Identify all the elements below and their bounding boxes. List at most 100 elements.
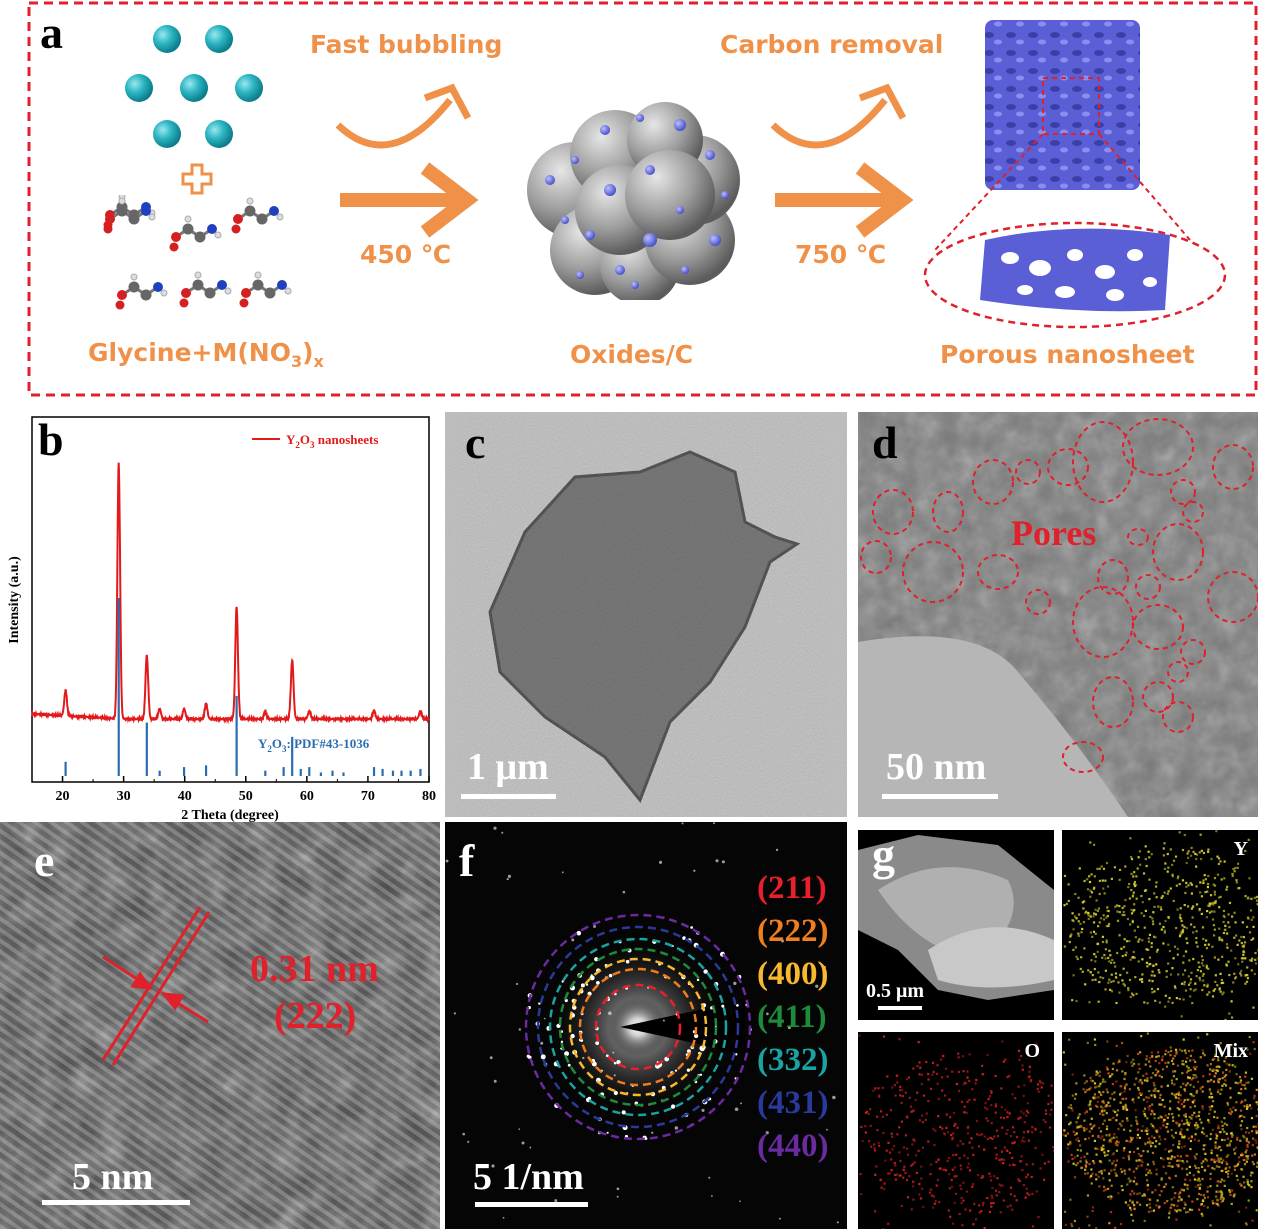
map-pixel: [1187, 975, 1190, 978]
map-pixel: [1106, 1104, 1109, 1108]
map-pixel: [899, 1159, 902, 1163]
map-pixel: [1167, 1150, 1171, 1153]
map-pixel: [972, 1153, 975, 1156]
map-pixel: [1092, 887, 1096, 890]
map-pixel: [1100, 1109, 1103, 1112]
map-pixel: [1148, 1169, 1151, 1172]
map-pixel: [1255, 899, 1258, 902]
map-pixel: [1213, 956, 1216, 959]
map-pixel: [1042, 1118, 1045, 1122]
map-pixel: [1215, 1137, 1218, 1140]
map-pixel: [1157, 1184, 1160, 1187]
diffraction-spot: [794, 964, 798, 968]
map-pixel: [1122, 1107, 1125, 1111]
map-pixel: [1135, 1116, 1138, 1119]
map-pixel: [1146, 1100, 1149, 1104]
map-pixel: [1129, 1208, 1133, 1212]
map-pixel: [1075, 1138, 1078, 1141]
map-pixel: [882, 1131, 885, 1135]
diffraction-spot: [561, 980, 564, 983]
map-pixel: [1217, 1180, 1220, 1183]
map-pixel: [888, 1151, 892, 1154]
map-pixel: [1171, 1116, 1175, 1119]
map-pixel: [1079, 967, 1082, 971]
map-pixel: [1215, 1065, 1218, 1068]
map-pixel: [1133, 908, 1136, 912]
map-pixel: [919, 1066, 922, 1069]
map-pixel: [1162, 925, 1165, 929]
map-pixel: [1160, 1075, 1164, 1079]
map-pixel: [1148, 933, 1152, 936]
map-pixel: [1195, 936, 1198, 940]
map-pixel: [1246, 1140, 1249, 1143]
map-pixel: [1126, 940, 1129, 943]
map-pixel: [899, 1174, 902, 1177]
map-pixel: [1144, 1063, 1147, 1066]
map-pixel: [1243, 1115, 1246, 1119]
map-pixel: [1191, 916, 1194, 919]
map-pixel: [1119, 1222, 1123, 1226]
map-pixel: [1194, 1166, 1198, 1170]
map-pixel: [1236, 866, 1239, 869]
map-pixel: [1199, 1183, 1202, 1186]
map-pixel: [1228, 1012, 1231, 1015]
map-pixel: [1093, 843, 1096, 846]
map-pixel: [1206, 882, 1210, 886]
map-pixel: [956, 1144, 959, 1147]
map-pixel: [1176, 1204, 1179, 1208]
map-pixel: [1185, 1118, 1188, 1122]
map-mix-label: Mix: [1213, 1040, 1248, 1062]
map-pixel: [905, 1178, 909, 1182]
map-pixel: [1148, 1089, 1151, 1093]
map-pixel: [1165, 975, 1168, 979]
map-pixel: [1199, 1087, 1202, 1090]
map-pixel: [1164, 1053, 1167, 1056]
map-pixel: [1135, 1119, 1138, 1122]
map-pixel: [1182, 998, 1185, 1001]
map-pixel: [1125, 1117, 1129, 1120]
map-pixel: [1244, 982, 1247, 985]
map-pixel: [1157, 1090, 1160, 1093]
map-pixel: [1206, 890, 1209, 893]
map-pixel: [981, 1072, 984, 1076]
map-pixel: [1091, 1172, 1094, 1175]
diffraction-spot: [721, 860, 725, 864]
map-pixel: [995, 1153, 998, 1156]
map-pixel: [1169, 848, 1172, 851]
map-pixel: [1235, 881, 1239, 884]
map-pixel: [951, 1136, 954, 1139]
map-pixel: [1184, 1060, 1188, 1063]
map-pixel: [1221, 1195, 1224, 1199]
map-pixel: [1239, 972, 1242, 975]
map-pixel: [876, 1115, 879, 1118]
map-pixel: [1146, 1188, 1150, 1191]
map-pixel: [1114, 976, 1118, 979]
map-pixel: [1131, 1200, 1135, 1203]
map-pixel: [1089, 970, 1092, 974]
map-pixel: [1083, 1074, 1086, 1077]
tem-image-d: Pores d 50 nm: [858, 412, 1258, 817]
map-pixel: [1170, 863, 1174, 867]
map-pixel: [921, 1121, 925, 1124]
map-pixel: [1225, 1163, 1229, 1166]
map-pixel: [1201, 1177, 1204, 1181]
map-pixel: [960, 1187, 963, 1191]
map-pixel: [1225, 1132, 1228, 1135]
map-pixel: [1155, 1204, 1158, 1207]
map-pixel: [1250, 918, 1253, 921]
map-pixel: [1179, 1132, 1182, 1135]
map-pixel: [1009, 1186, 1012, 1189]
map-pixel: [1214, 900, 1217, 903]
map-pixel: [966, 1166, 969, 1169]
map-pixel: [1000, 1087, 1003, 1090]
map-pixel: [1067, 899, 1070, 903]
diffraction-spot: [693, 869, 696, 872]
map-pixel: [1210, 1151, 1213, 1155]
map-pixel: [976, 1173, 980, 1177]
map-pixel: [1228, 1070, 1231, 1073]
map-pixel: [1090, 1182, 1093, 1185]
map-pixel: [1137, 1152, 1140, 1156]
map-pixel: [1204, 943, 1207, 947]
map-pixel: [1167, 1000, 1170, 1003]
map-pixel: [1175, 1077, 1178, 1081]
